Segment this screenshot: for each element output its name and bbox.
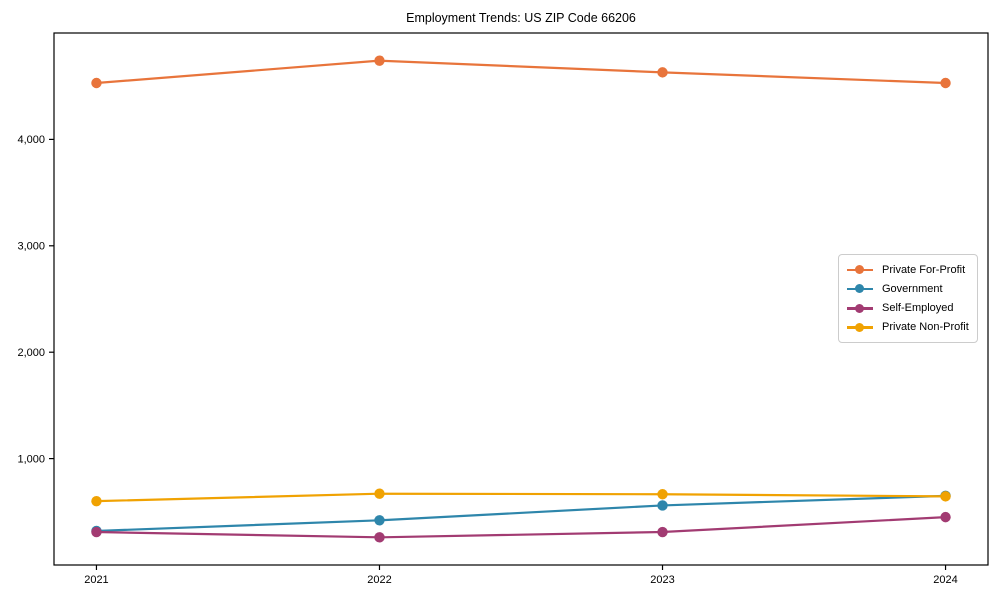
data-point-marker <box>374 488 385 499</box>
y-tick-label: 4,000 <box>17 134 45 146</box>
legend: Private For-Profit Government Self-Emplo… <box>838 254 978 343</box>
line-marker-swatch <box>847 265 873 275</box>
line-marker-swatch <box>847 284 873 294</box>
data-point-marker <box>657 489 668 500</box>
legend-entry-private-non-profit: Private Non-Profit <box>847 318 969 337</box>
x-tick-label: 2022 <box>367 574 391 586</box>
series-line-government <box>95 494 947 533</box>
line-marker-swatch <box>847 322 873 332</box>
x-tick-label: 2024 <box>933 574 957 586</box>
data-point-marker <box>657 500 668 511</box>
data-point-marker <box>940 511 951 523</box>
line-marker-swatch <box>847 303 873 313</box>
data-point-marker <box>657 526 668 538</box>
legend-label: Private For-Profit <box>882 263 966 276</box>
data-point-marker <box>374 532 385 543</box>
x-tick-label: 2023 <box>650 574 674 586</box>
y-tick-label: 3,000 <box>17 241 45 253</box>
data-point-marker <box>91 495 102 507</box>
legend-label: Self-Employed <box>882 302 954 315</box>
y-tick-label: 2,000 <box>17 347 45 359</box>
data-point-marker <box>374 515 385 526</box>
data-point-marker <box>657 67 668 78</box>
data-point-marker <box>940 77 951 89</box>
legend-label: Government <box>882 282 943 295</box>
series-line-private-non-profit <box>95 492 947 503</box>
series-line-self-employed <box>95 516 947 539</box>
x-tick-label: 2021 <box>84 574 108 586</box>
data-point-marker <box>91 526 102 538</box>
data-point-marker <box>374 55 385 66</box>
data-point-marker <box>91 77 102 89</box>
y-tick-label: 1,000 <box>17 453 45 465</box>
series-line-private-for-profit <box>95 59 947 85</box>
plot-frame <box>53 32 989 566</box>
chart-title: Employment Trends: US ZIP Code 66206 <box>406 11 636 25</box>
legend-entry-self-employed: Self-Employed <box>847 299 969 318</box>
data-point-marker <box>940 491 951 502</box>
legend-entry-private-for-profit: Private For-Profit <box>847 260 969 279</box>
legend-entry-government: Government <box>847 279 969 298</box>
legend-label: Private Non-Profit <box>882 321 969 334</box>
